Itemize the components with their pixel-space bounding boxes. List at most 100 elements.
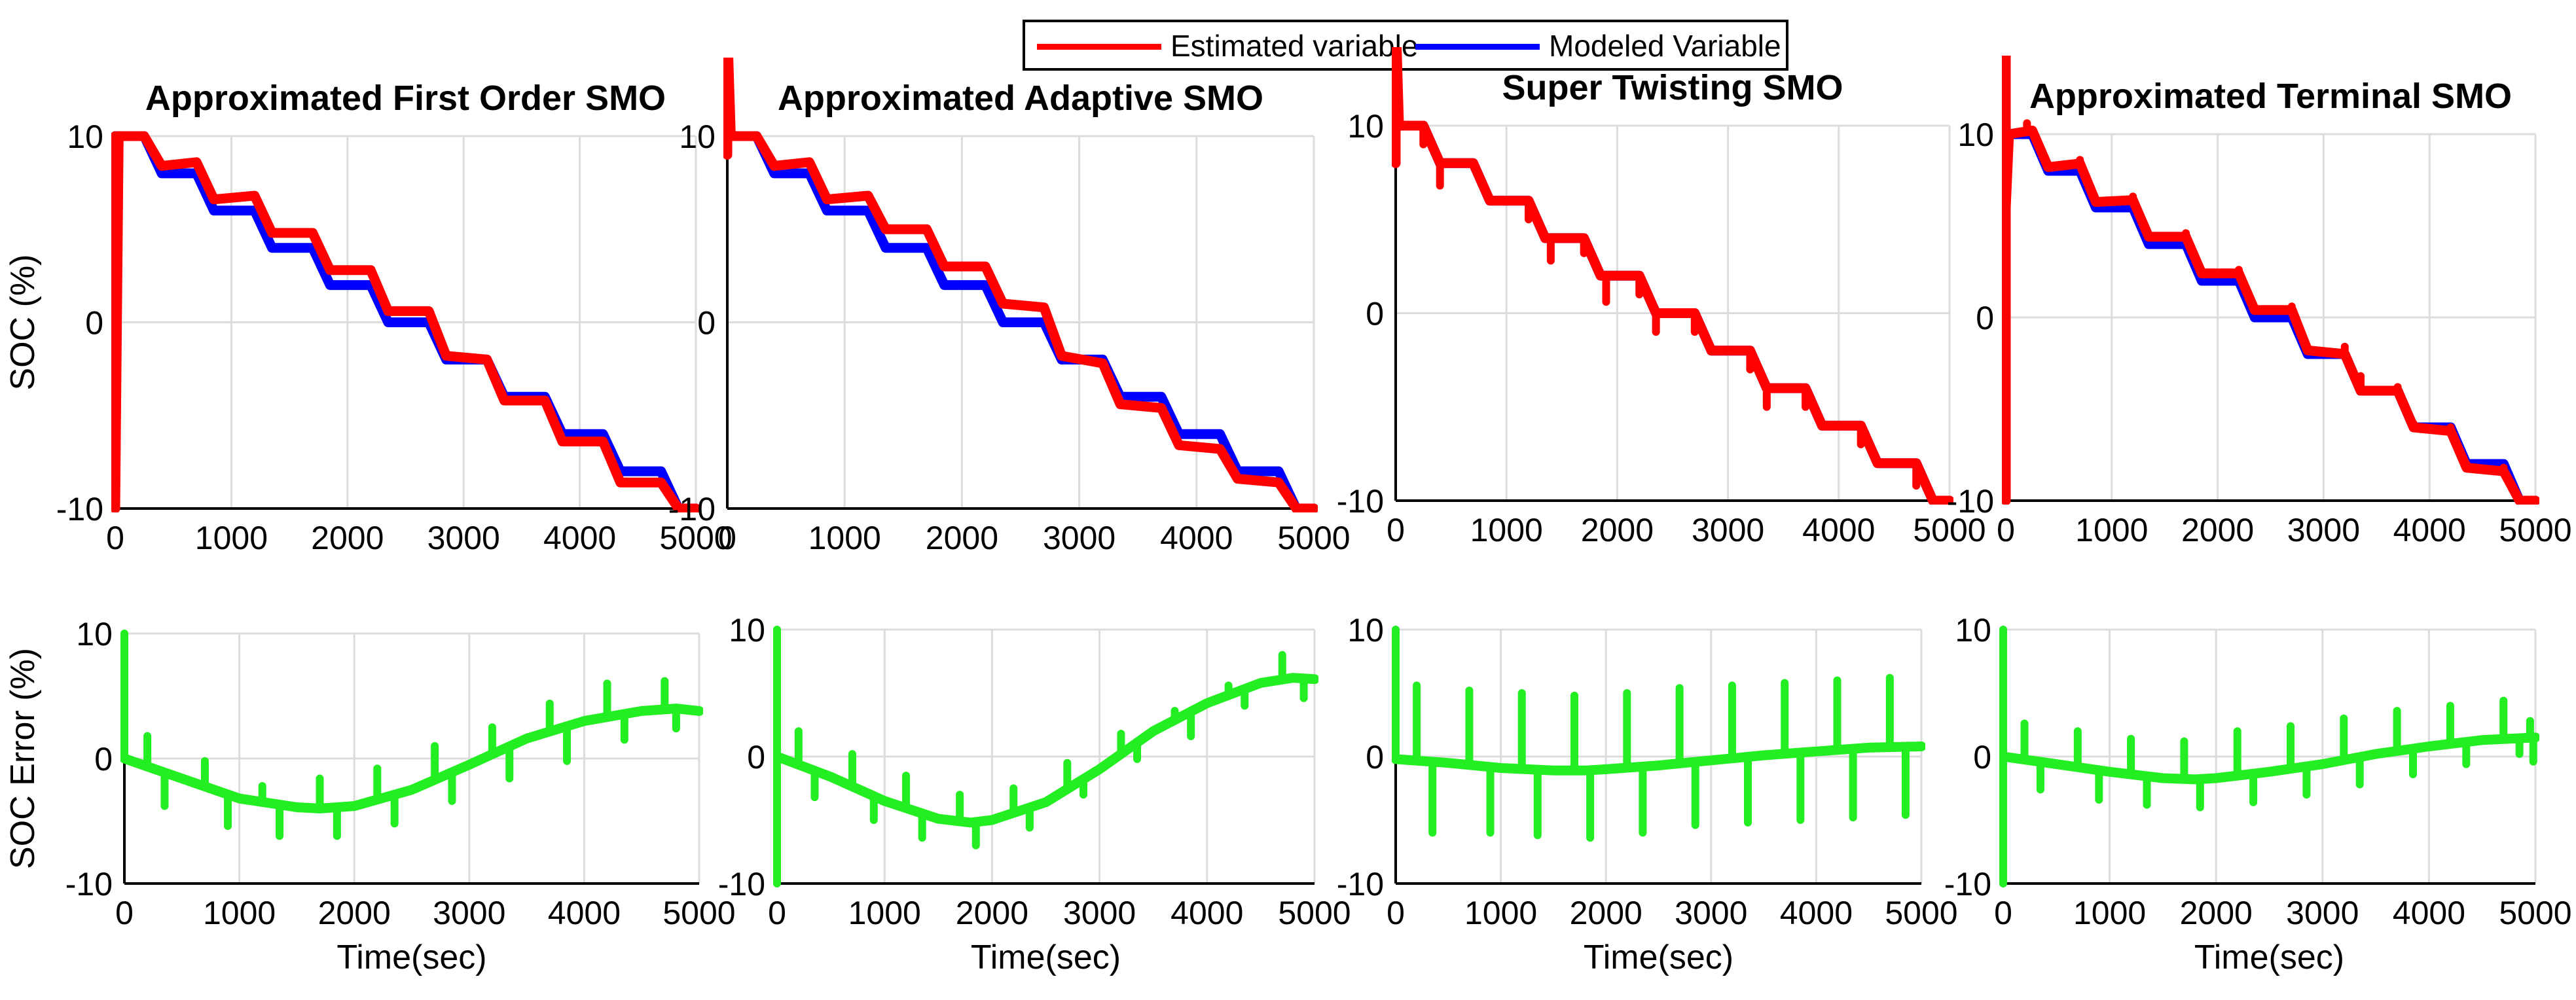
x-axis-label: Time(sec) (2194, 938, 2344, 976)
y-tick-label: -10 (56, 491, 103, 527)
x-tick-label: 0 (1997, 512, 2015, 548)
y-axis-label: SOC (%) (4, 255, 42, 391)
x-tick-label: 0 (768, 895, 786, 931)
x-tick-label: 2000 (311, 520, 384, 556)
y-tick-label: 10 (1347, 108, 1384, 145)
series-group (2002, 56, 2539, 505)
y-tick-label: 10 (1957, 116, 1994, 153)
x-tick-label: 3000 (1063, 895, 1136, 931)
y-tick-label: -10 (1337, 866, 1384, 902)
y-tick-label: 0 (1976, 300, 1994, 336)
x-tick-label: 4000 (1780, 895, 1853, 931)
legend-estimated-swatch (1037, 44, 1161, 50)
series-group (120, 630, 703, 840)
y-tick-label: 0 (1366, 739, 1384, 776)
x-tick-label: 0 (1387, 895, 1405, 931)
y-tick-label: 0 (85, 305, 103, 342)
series-line-soc-error (120, 704, 703, 813)
series-group (1392, 626, 1925, 842)
y-tick-label: 10 (67, 118, 103, 155)
subplot-1: 0 1000 2000 3000 4000 5000-10010Approximated … (4, 79, 733, 556)
x-tick-label: 3000 (2286, 895, 2359, 931)
x-axis-label: Time(sec) (336, 938, 486, 976)
y-tick-label: 10 (729, 612, 765, 649)
x-tick-label: 5000 (1278, 895, 1351, 931)
chart-title: Super Twisting SMO (1502, 68, 1843, 107)
x-tick-label: 2000 (318, 895, 391, 931)
x-tick-label: 0 (115, 895, 134, 931)
x-tick-label: 2000 (926, 520, 998, 556)
y-tick-label: 10 (1347, 612, 1384, 649)
series-group (1999, 626, 2539, 887)
x-tick-label: 1000 (808, 520, 881, 556)
x-tick-label: 5000 (2499, 512, 2571, 548)
series-line-soc-error (1999, 732, 2539, 785)
x-tick-label: 1000 (1470, 512, 1543, 548)
series-group (111, 131, 700, 512)
x-tick-label: 4000 (543, 520, 616, 556)
series-line-soc-error (773, 673, 1318, 828)
legend-modeled-swatch (1415, 44, 1540, 50)
x-tick-label: 2000 (1570, 895, 1642, 931)
x-tick-label: 2000 (2181, 512, 2254, 548)
x-tick-label: 1000 (195, 520, 268, 556)
x-tick-label: 2000 (1581, 512, 1654, 548)
x-tick-label: 1000 (203, 895, 276, 931)
chart-title: Approximated Adaptive SMO (778, 79, 1263, 118)
x-tick-label: 0 (1994, 895, 2012, 931)
y-tick-label: 0 (1973, 739, 1991, 776)
subplot-3: 0 1000 2000 3000 4000 5000-10010Approximated … (668, 58, 1351, 556)
x-tick-label: 2000 (956, 895, 1028, 931)
x-tick-label: 5000 (1913, 512, 1986, 548)
x-tick-label: 3000 (1692, 512, 1764, 548)
x-tick-label: 3000 (427, 520, 500, 556)
y-tick-label: -10 (1944, 866, 1991, 902)
x-tick-label: 1000 (848, 895, 921, 931)
x-tick-label: 4000 (1802, 512, 1875, 548)
legend-estimated-label: Estimated variable (1170, 29, 1419, 63)
x-tick-label: 3000 (2287, 512, 2360, 548)
legend: Estimated variable Modeled Variable (1023, 20, 1788, 71)
x-tick-label: 0 (718, 520, 736, 556)
x-tick-label: 2000 (2180, 895, 2253, 931)
y-tick-label: -10 (1947, 483, 1994, 520)
x-tick-label: 4000 (2393, 512, 2466, 548)
series-group (1392, 47, 1953, 505)
y-tick-label: 0 (697, 305, 716, 342)
x-tick-label: 5000 (1277, 520, 1350, 556)
chart-title: Approximated Terminal SMO (2029, 77, 2512, 116)
x-tick-label: 4000 (2393, 895, 2465, 931)
y-tick-label: -10 (668, 491, 716, 527)
x-tick-label: 0 (106, 520, 124, 556)
y-tick-label: 0 (747, 739, 765, 776)
y-axis-label: SOC Error (%) (4, 648, 42, 869)
y-tick-label: 10 (76, 616, 113, 652)
x-tick-label: 1000 (1464, 895, 1537, 931)
series-line-estimated-variable (111, 131, 700, 512)
x-tick-label: 3000 (1043, 520, 1116, 556)
x-tick-label: 4000 (548, 895, 621, 931)
series-group (723, 58, 1318, 512)
x-tick-label: 1000 (2075, 512, 2148, 548)
x-axis-label: Time(sec) (1584, 938, 1733, 976)
y-tick-label: -10 (65, 866, 113, 902)
x-tick-label: 5000 (659, 520, 732, 556)
x-tick-label: 1000 (2073, 895, 2146, 931)
series-group (773, 626, 1318, 887)
y-tick-label: 0 (1366, 296, 1384, 332)
subplot-2: 0 1000 2000 3000 4000 5000-10010Time(sec)SOC … (4, 616, 736, 976)
legend-modeled-label: Modeled Variable (1549, 29, 1781, 63)
x-axis-label: Time(sec) (971, 938, 1121, 976)
x-tick-label: 5000 (2499, 895, 2571, 931)
x-tick-label: 5000 (1885, 895, 1957, 931)
series-line-soc-error (1392, 741, 1925, 776)
series-line-estimated-variable (723, 58, 1318, 512)
y-tick-label: -10 (1337, 483, 1384, 520)
x-tick-label: 4000 (1170, 895, 1243, 931)
x-tick-label: 5000 (662, 895, 735, 931)
